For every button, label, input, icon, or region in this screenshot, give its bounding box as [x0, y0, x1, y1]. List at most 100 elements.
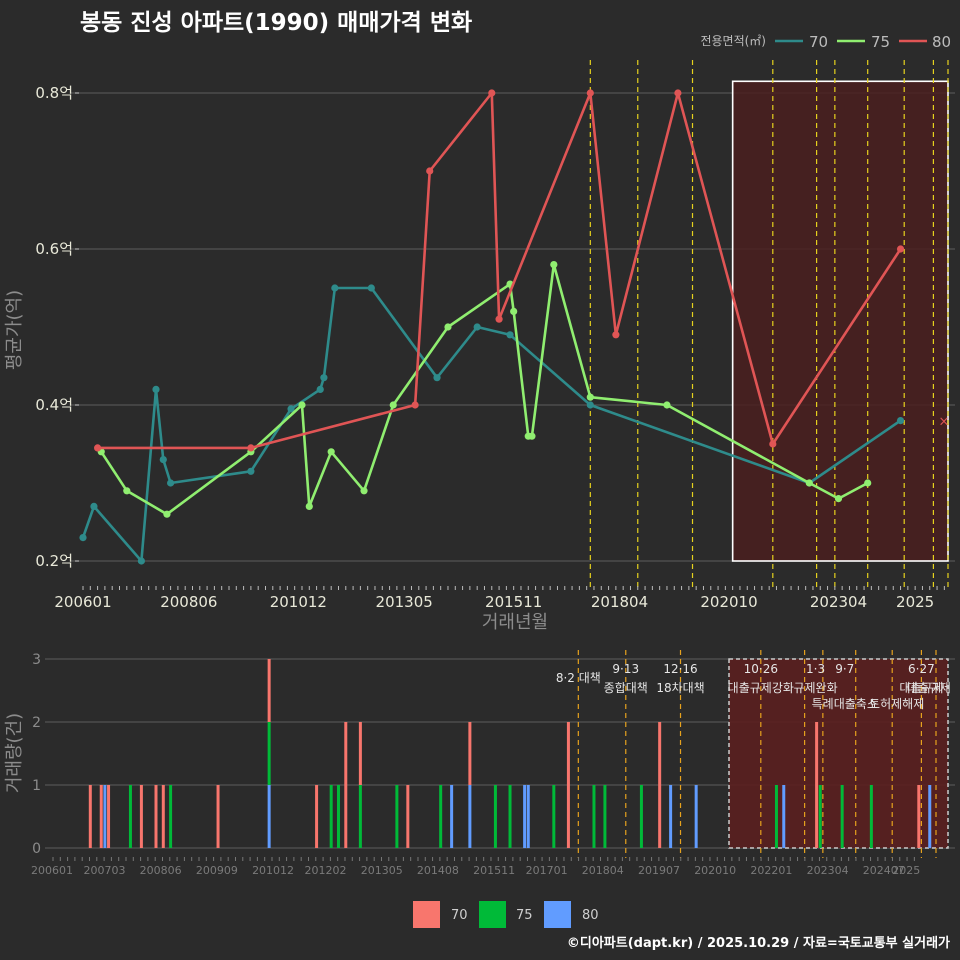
- bottom-event-lines: [577, 650, 937, 858]
- series-point-80: [612, 331, 620, 339]
- series-line-75: [100, 263, 869, 516]
- series-point-80: [769, 440, 777, 448]
- top-highlight-region: [731, 80, 949, 562]
- series-line-70: [81, 286, 902, 563]
- top-y-tick-label: 0.6억: [35, 240, 73, 258]
- bar-75: [639, 785, 643, 848]
- bottom-annotations: 8·2 대책 9·13 종합대책 12·16 18차대책 10·26 대출규제강화 1·3 규제…: [556, 662, 951, 711]
- top-y-axis: 0.2억 0.4억 0.6억 0.8억: [35, 84, 79, 570]
- series-point-80: [426, 167, 434, 175]
- series-point-75: [389, 401, 397, 409]
- top-x-tick-label: 202304: [810, 593, 867, 611]
- bottom-legend: 70 75 80: [413, 901, 599, 928]
- annotation-date: 10·26: [744, 662, 778, 676]
- bar-70: [468, 722, 472, 785]
- bar-80: [694, 785, 698, 848]
- series-point-75: [327, 448, 335, 456]
- top-x-tick-label: 202010: [700, 593, 757, 611]
- annotation-label: 특례대출축소: [812, 697, 878, 711]
- bottom-y-tick-label: 1: [32, 778, 41, 794]
- series-point-80: [247, 444, 255, 452]
- bar-80: [267, 785, 271, 848]
- bar-70: [358, 722, 362, 785]
- series-point-70: [433, 374, 441, 382]
- series-point-70: [247, 467, 255, 475]
- bottom-x-axis: 200601 200703 200806 200909 201012 201202 2013…: [31, 857, 920, 877]
- annotation-label: 토허제해제: [869, 697, 924, 711]
- bottom-x-tick-label: 202201: [750, 864, 792, 877]
- top-y-tick-label: 0.2억: [35, 552, 73, 570]
- bar-70: [161, 785, 165, 848]
- series-point-70: [586, 401, 594, 409]
- bottom-x-tick-label: 200703: [83, 864, 125, 877]
- series-point-80: [896, 245, 905, 253]
- top-x-tick-label: 200601: [54, 593, 111, 611]
- bar-75: [508, 785, 512, 848]
- series-point-70: [137, 557, 145, 565]
- series-point-75: [586, 393, 594, 401]
- bar-70: [154, 785, 158, 848]
- bar-75: [336, 785, 340, 848]
- series-point-75: [298, 401, 306, 409]
- bar-75: [395, 785, 399, 848]
- top-x-tick-label: 2025: [896, 593, 934, 611]
- series-point-70: [506, 331, 514, 339]
- bottom-legend-label-70: 70: [451, 908, 468, 923]
- annotation-label: 대출규제: [907, 681, 951, 695]
- bar-75: [592, 785, 596, 848]
- bar-70: [99, 785, 103, 848]
- bar-80: [782, 785, 786, 848]
- bottom-x-tick-label: 200909: [196, 864, 238, 877]
- bottom-x-tick-label: 200601: [31, 864, 73, 877]
- bottom-y-tick-label: 2: [32, 715, 41, 731]
- bar-75: [358, 785, 362, 848]
- bottom-x-tick-label: 202407: [863, 864, 905, 877]
- series-point-75: [444, 323, 452, 331]
- annotation-label: 종합대책: [604, 680, 648, 695]
- series-marker-x: ×: [939, 415, 950, 430]
- series-point-70: [367, 284, 375, 292]
- bar-70: [139, 785, 143, 848]
- series-point-75: [834, 495, 843, 503]
- bottom-x-tick-label: 201305: [361, 864, 403, 877]
- series-point-70: [90, 502, 98, 510]
- annotation-label: 18차대책: [656, 680, 704, 695]
- series-point-75: [510, 307, 518, 315]
- bar-80: [450, 785, 454, 848]
- bar-70: [344, 722, 348, 848]
- chart-title: 봉동 진성 아파트(1990) 매매가격 변화: [80, 10, 472, 36]
- bottom-legend-key-75: [479, 901, 506, 928]
- bottom-legend-label-75: 75: [516, 908, 533, 923]
- bottom-y-label: 거래량(건): [4, 713, 25, 793]
- top-highlight-box: [731, 80, 949, 562]
- top-x-label: 거래년월: [482, 612, 548, 633]
- series-point-75: [123, 487, 131, 495]
- series-point-70: [152, 385, 160, 393]
- bar-70: [566, 722, 570, 848]
- top-x-tick-label: 201012: [270, 593, 327, 611]
- bar-80: [526, 785, 530, 848]
- series-point-80: [495, 315, 503, 323]
- series-point-70: [896, 417, 905, 425]
- series-point-80: [488, 89, 496, 97]
- bottom-x-tick-label: 2025: [892, 864, 920, 877]
- bar-75: [818, 785, 822, 848]
- top-y-label: 평균가(억): [4, 290, 25, 370]
- bottom-x-tick-label: 201907: [638, 864, 680, 877]
- series-point-75: [805, 479, 813, 487]
- bar-75: [840, 785, 844, 848]
- series-point-70: [316, 385, 324, 393]
- bottom-x-tick-label: 201804: [582, 864, 624, 877]
- series-point-75: [864, 479, 872, 487]
- series-point-80: [93, 444, 102, 452]
- bar-70: [815, 722, 819, 848]
- series-point-75: [305, 502, 313, 510]
- top-x-tick-label: 200806: [160, 593, 217, 611]
- bottom-legend-key-80: [544, 901, 571, 928]
- bar-70: [216, 785, 220, 848]
- bar-75: [869, 785, 873, 848]
- top-x-tick-label: 201305: [376, 593, 433, 611]
- series-point-75: [550, 261, 558, 269]
- series-point-75: [663, 401, 671, 409]
